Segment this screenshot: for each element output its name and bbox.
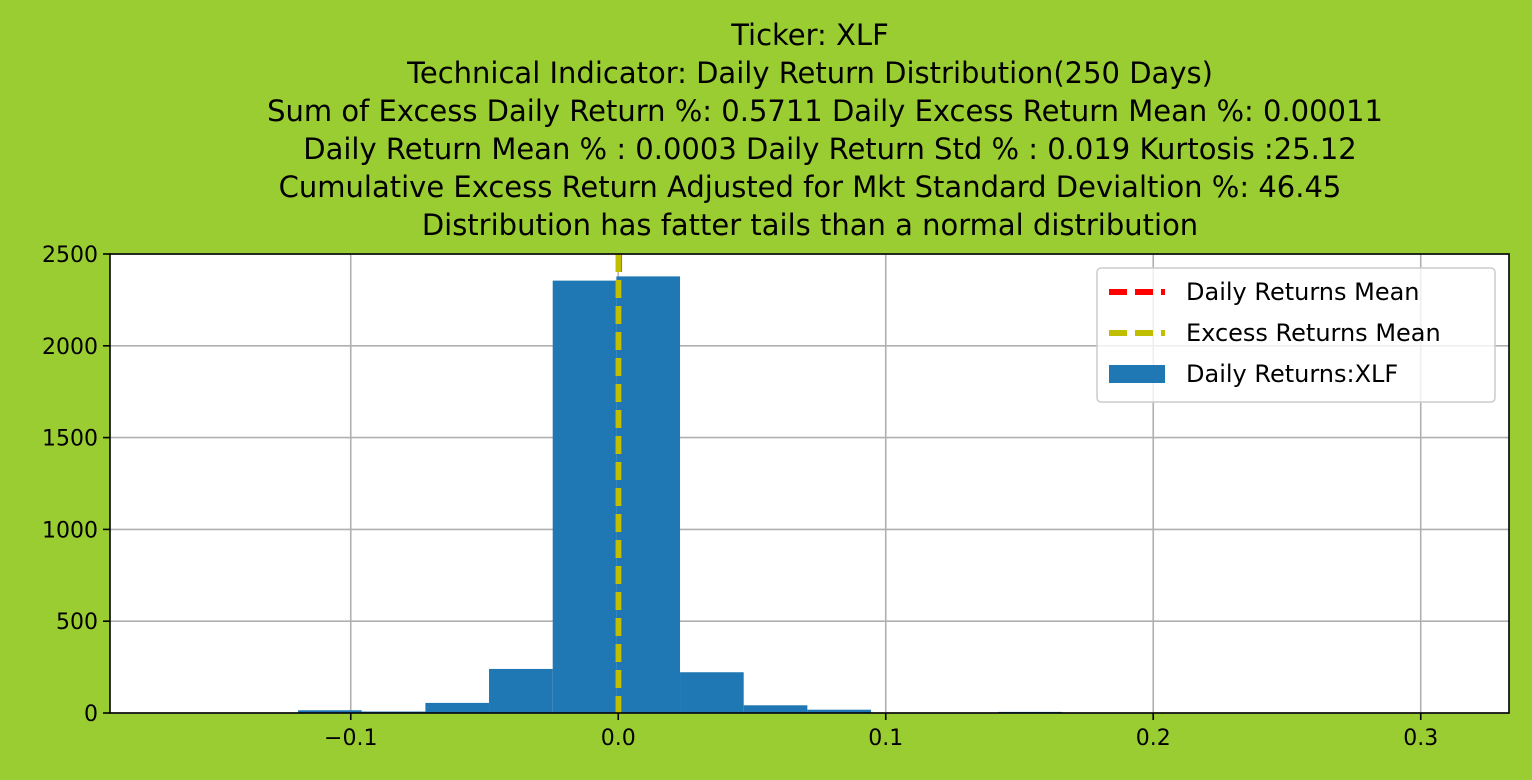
histogram-bar — [743, 705, 808, 713]
y-tick-label: 500 — [56, 610, 98, 635]
y-tick-label: 2000 — [42, 335, 98, 360]
title-line-2: Technical Indicator: Daily Return Distri… — [406, 56, 1213, 90]
histogram-bar — [807, 709, 872, 713]
x-tick-label: 0.2 — [1136, 726, 1171, 751]
x-tick-label: −0.1 — [324, 726, 377, 751]
legend-daily-returns-swatch — [1109, 365, 1165, 383]
title-line-5: Cumulative Excess Return Adjusted for Mk… — [279, 170, 1342, 204]
x-tick-label: 0.3 — [1403, 726, 1438, 751]
title-line-3: Sum of Excess Daily Return %: 0.5711 Dai… — [267, 94, 1383, 128]
legend-daily-returns-label: Daily Returns:XLF — [1186, 360, 1398, 388]
histogram-bar — [425, 702, 490, 713]
legend-daily-mean-label: Daily Returns Mean — [1186, 278, 1420, 306]
title-line-1: Ticker: XLF — [730, 18, 889, 52]
legend-excess-mean-label: Excess Returns Mean — [1186, 319, 1441, 347]
histogram-bar — [616, 276, 681, 713]
chart-title: Ticker: XLF Technical Indicator: Daily R… — [267, 18, 1383, 242]
histogram-bars — [170, 276, 1444, 713]
legend: Daily Returns Mean Excess Returns Mean D… — [1096, 267, 1496, 403]
y-tick-label: 0 — [84, 702, 98, 727]
histogram-bar — [489, 668, 553, 713]
y-tick-label: 1000 — [42, 518, 98, 543]
title-line-4: Daily Return Mean % : 0.0003 Daily Retur… — [303, 132, 1356, 166]
histogram-bar — [552, 280, 617, 713]
y-tick-label: 2500 — [42, 243, 98, 268]
legend-box — [1096, 267, 1496, 403]
y-axis: 0 500 1000 1500 2000 2500 — [42, 243, 110, 727]
x-tick-label: 0.0 — [601, 726, 636, 751]
x-tick-label: 0.1 — [868, 726, 903, 751]
title-line-6: Distribution has fatter tails than a nor… — [422, 208, 1198, 242]
x-axis: −0.1 0.0 0.1 0.2 0.3 — [324, 713, 1438, 751]
y-tick-label: 1500 — [42, 427, 98, 452]
histogram-bar — [680, 672, 744, 713]
histogram-bar — [298, 710, 362, 713]
plot-frame — [109, 253, 1510, 714]
